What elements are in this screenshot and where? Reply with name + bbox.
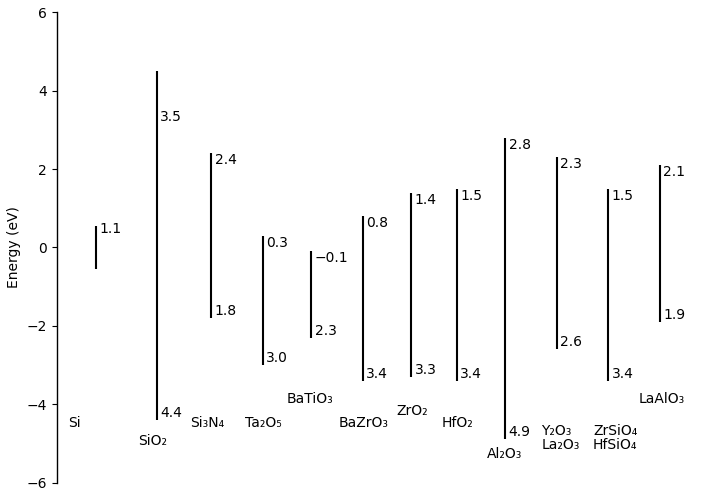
Text: 3.4: 3.4	[460, 367, 482, 380]
Text: Si: Si	[68, 416, 80, 430]
Text: 4.9: 4.9	[509, 425, 530, 439]
Text: 1.4: 1.4	[415, 193, 437, 207]
Text: 2.3: 2.3	[315, 324, 337, 338]
Text: La₂O₃: La₂O₃	[541, 438, 580, 452]
Text: ZrSiO₄: ZrSiO₄	[593, 424, 637, 438]
Text: HfO₂: HfO₂	[441, 416, 473, 430]
Text: LaAlO₃: LaAlO₃	[639, 392, 685, 406]
Text: 3.3: 3.3	[415, 363, 436, 377]
Text: 0.8: 0.8	[367, 216, 388, 230]
Text: 2.8: 2.8	[509, 138, 530, 152]
Text: Al₂O₃: Al₂O₃	[487, 447, 523, 461]
Text: 2.4: 2.4	[215, 153, 237, 167]
Y-axis label: Energy (eV): Energy (eV)	[7, 207, 21, 288]
Text: 1.5: 1.5	[612, 189, 634, 203]
Text: Ta₂O₅: Ta₂O₅	[244, 416, 281, 430]
Text: ZrO₂: ZrO₂	[396, 404, 428, 418]
Text: 3.4: 3.4	[612, 367, 634, 380]
Text: SiO₂: SiO₂	[139, 434, 167, 448]
Text: 1.8: 1.8	[215, 304, 237, 318]
Text: 3.4: 3.4	[367, 367, 388, 380]
Text: Si₃N₄: Si₃N₄	[190, 416, 224, 430]
Text: 1.5: 1.5	[460, 189, 482, 203]
Text: −0.1: −0.1	[315, 251, 348, 265]
Text: BaTiO₃: BaTiO₃	[287, 392, 334, 406]
Text: 3.5: 3.5	[160, 111, 182, 124]
Text: 2.1: 2.1	[664, 165, 685, 179]
Text: 4.4: 4.4	[160, 406, 182, 420]
Text: BaZrO₃: BaZrO₃	[338, 416, 389, 430]
Text: 1.9: 1.9	[664, 308, 686, 322]
Text: 3.0: 3.0	[266, 351, 288, 365]
Text: Y₂O₃: Y₂O₃	[541, 424, 572, 438]
Text: 2.6: 2.6	[560, 335, 582, 350]
Text: HfSiO₄: HfSiO₄	[593, 438, 637, 452]
Text: 1.1: 1.1	[100, 222, 122, 236]
Text: 0.3: 0.3	[266, 236, 288, 250]
Text: 2.3: 2.3	[560, 157, 582, 171]
